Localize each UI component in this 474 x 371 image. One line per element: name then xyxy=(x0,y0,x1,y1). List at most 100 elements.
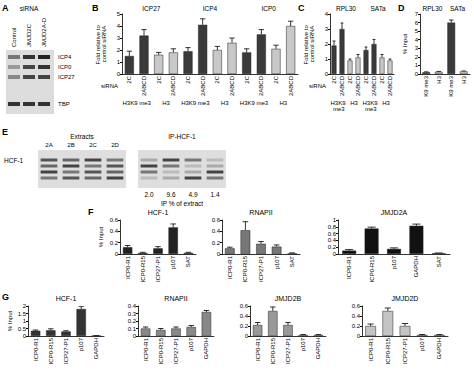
svg-text:SAT: SAT xyxy=(289,256,295,268)
svg-text:H3K9 me3: H3K9 me3 xyxy=(181,100,210,106)
svg-text:ICP27-P1: ICP27-P1 xyxy=(402,337,408,364)
svg-text:% Input: % Input xyxy=(402,34,408,55)
svg-text:ICP0-R15: ICP0-R15 xyxy=(385,337,391,364)
svg-text:4.9: 4.9 xyxy=(188,191,197,198)
svg-text:2ABCD: 2ABCD xyxy=(229,75,235,96)
svg-text:SAT: SAT xyxy=(436,256,442,268)
svg-text:H3: H3 xyxy=(279,100,287,106)
svg-text:2D: 2D xyxy=(111,142,119,148)
svg-text:ICP0-R1: ICP0-R1 xyxy=(143,337,149,361)
svg-text:H3: H3 xyxy=(382,100,390,106)
svg-text:RNAPII: RNAPII xyxy=(164,295,187,302)
svg-text:TBP: TBP xyxy=(58,101,70,107)
svg-text:E: E xyxy=(2,127,8,137)
svg-text:0.4: 0.4 xyxy=(328,237,337,243)
svg-text:2.0: 2.0 xyxy=(144,191,153,198)
svg-text:0: 0 xyxy=(117,71,121,77)
svg-text:2ABCD: 2ABCD xyxy=(339,75,345,96)
svg-text:Extracts: Extracts xyxy=(70,133,94,140)
svg-text:0.2: 0.2 xyxy=(240,323,249,329)
svg-text:1: 1 xyxy=(325,56,329,62)
svg-text:2ABCD: 2ABCD xyxy=(355,75,361,96)
svg-text:HCF-1: HCF-1 xyxy=(56,295,77,302)
svg-text:RNAPII: RNAPII xyxy=(249,209,272,216)
svg-text:ICP0-R15: ICP0-R15 xyxy=(140,255,146,282)
svg-text:0.2: 0.2 xyxy=(328,244,337,250)
svg-text:0.6: 0.6 xyxy=(328,231,337,237)
svg-text:2C: 2C xyxy=(89,142,97,148)
svg-text:H3: H3 xyxy=(436,75,442,83)
svg-text:me3: me3 xyxy=(363,106,377,112)
svg-text:JMJD2A-D: JMJD2A-D xyxy=(41,17,47,47)
svg-text:5: 5 xyxy=(415,28,419,34)
svg-text:1: 1 xyxy=(415,62,419,68)
svg-text:3: 3 xyxy=(325,26,329,32)
svg-text:H3: H3 xyxy=(221,100,229,106)
svg-text:p107: p107 xyxy=(274,255,280,269)
svg-text:siRNA: siRNA xyxy=(20,5,39,12)
svg-text:H3: H3 xyxy=(461,75,467,83)
svg-text:2ABCD: 2ABCD xyxy=(141,75,147,96)
svg-text:0.6: 0.6 xyxy=(110,217,119,223)
svg-text:0.4: 0.4 xyxy=(212,228,221,234)
svg-text:ICP0-R15: ICP0-R15 xyxy=(270,337,276,364)
svg-text:6: 6 xyxy=(415,20,419,26)
svg-text:K9 me3: K9 me3 xyxy=(423,75,429,96)
svg-text:0.6: 0.6 xyxy=(352,303,361,309)
svg-text:0.1: 0.1 xyxy=(128,326,137,332)
svg-text:ICP0-R1: ICP0-R1 xyxy=(255,337,261,361)
svg-text:K9 me3: K9 me3 xyxy=(448,75,454,96)
svg-text:RPL30: RPL30 xyxy=(336,5,356,12)
svg-text:2C: 2C xyxy=(379,75,385,83)
svg-text:SAT: SAT xyxy=(185,256,191,268)
svg-text:0: 0 xyxy=(245,333,249,339)
svg-text:0.4: 0.4 xyxy=(128,303,137,309)
svg-text:ICP0-R1: ICP0-R1 xyxy=(346,255,352,279)
svg-text:2C: 2C xyxy=(126,75,132,83)
svg-text:ICP0: ICP0 xyxy=(58,64,72,70)
svg-text:2: 2 xyxy=(23,303,27,309)
svg-text:0.3: 0.3 xyxy=(128,311,137,317)
svg-text:2ABCD: 2ABCD xyxy=(170,75,176,96)
svg-text:A: A xyxy=(2,3,9,13)
svg-text:2ABCD: 2ABCD xyxy=(258,75,264,96)
svg-text:ICP27: ICP27 xyxy=(142,5,160,12)
svg-text:H3: H3 xyxy=(162,100,170,106)
svg-text:G: G xyxy=(2,292,9,302)
svg-text:ICP4: ICP4 xyxy=(203,5,218,12)
svg-text:ICP0-R15: ICP0-R15 xyxy=(242,255,248,282)
svg-text:p107: p107 xyxy=(391,255,397,269)
svg-text:ICP27-P1: ICP27-P1 xyxy=(173,337,179,364)
svg-text:2: 2 xyxy=(415,54,419,60)
svg-text:ICP27-P1: ICP27-P1 xyxy=(258,255,264,282)
svg-text:3: 3 xyxy=(415,45,419,51)
svg-text:0.5: 0.5 xyxy=(18,326,27,332)
svg-text:0.6: 0.6 xyxy=(212,217,221,223)
svg-text:2C: 2C xyxy=(214,75,220,83)
svg-text:ICP0-R15: ICP0-R15 xyxy=(369,255,375,282)
svg-text:2ABCD: 2ABCD xyxy=(371,75,377,96)
svg-text:1: 1 xyxy=(333,217,337,223)
svg-text:2C: 2C xyxy=(331,75,337,83)
svg-text:2C: 2C xyxy=(185,75,191,83)
svg-text:2A: 2A xyxy=(45,142,52,148)
svg-text:p107: p107 xyxy=(419,337,425,351)
svg-text:0: 0 xyxy=(217,251,221,257)
svg-text:ICP27: ICP27 xyxy=(58,74,75,80)
svg-text:0: 0 xyxy=(23,333,27,339)
svg-text:GAPDH: GAPDH xyxy=(203,338,209,359)
svg-text:0.4: 0.4 xyxy=(352,313,361,319)
svg-text:p107: p107 xyxy=(300,337,306,351)
svg-text:0: 0 xyxy=(325,71,329,77)
svg-text:0: 0 xyxy=(115,251,119,257)
svg-text:ICP27-P1: ICP27-P1 xyxy=(155,255,161,282)
svg-text:1: 1 xyxy=(23,318,27,324)
svg-text:GAPDH: GAPDH xyxy=(315,338,321,359)
svg-text:H3K9 me3: H3K9 me3 xyxy=(240,100,269,106)
svg-text:5: 5 xyxy=(117,11,121,17)
svg-text:1.5: 1.5 xyxy=(18,311,27,317)
svg-text:4: 4 xyxy=(415,37,419,43)
svg-text:ICP4: ICP4 xyxy=(58,54,72,60)
svg-text:p107: p107 xyxy=(188,337,194,351)
svg-text:RPL30: RPL30 xyxy=(423,5,443,12)
